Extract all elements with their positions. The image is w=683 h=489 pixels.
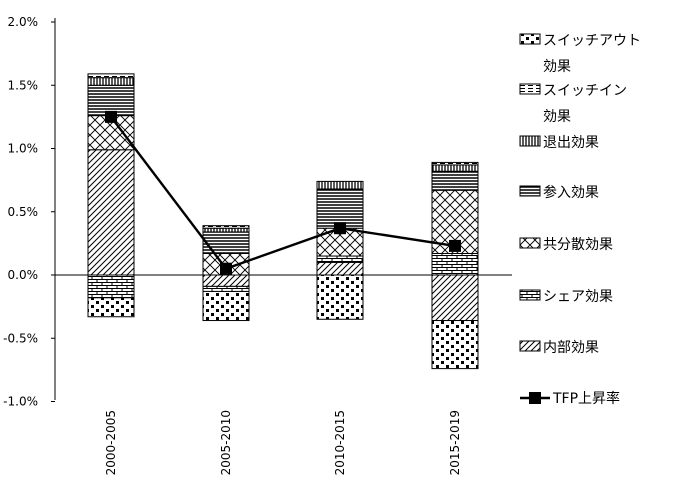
bar-segment (87, 77, 135, 86)
bar-segment (431, 161, 479, 166)
bar-segment (202, 290, 250, 322)
y-tick-label: -0.5% (3, 331, 38, 345)
legend-label-exit: 退出効果 (543, 135, 599, 151)
bar-segment (316, 188, 364, 229)
tfp-marker (334, 222, 346, 235)
tfp-marker (105, 110, 117, 123)
tfp-line-group (105, 110, 461, 275)
legend: スイッチアウト効果スイッチイン効果退出効果参入効果共分散効果シェア効果内部効果T… (519, 33, 641, 407)
x-category-label: 2005-2010 (219, 410, 233, 475)
bar-segment (316, 255, 364, 263)
legend-label-switch_out: 効果 (543, 59, 571, 75)
bar-segment (431, 170, 479, 191)
bar-segment (431, 274, 479, 322)
bar-segment (87, 84, 135, 117)
legend-label-cov: 共分散効果 (543, 237, 613, 253)
y-tick-label: 1.5% (8, 78, 39, 92)
legend-swatch-share (519, 289, 541, 301)
bar-segment (202, 225, 250, 229)
y-tick-label: 2.0% (8, 15, 39, 29)
legend-label-tfp: TFP上昇率 (552, 390, 620, 407)
bar-segment (87, 149, 135, 276)
legend-swatch-within (519, 340, 541, 352)
bar-segment (316, 274, 364, 320)
legend-swatch-exit (519, 135, 541, 147)
legend-label-entry: 参入効果 (543, 184, 599, 201)
bar-segment (431, 164, 479, 172)
bars-group (87, 73, 479, 370)
legend-swatch-switch_in (519, 83, 541, 95)
legend-swatch-switch_out (519, 33, 541, 45)
axes: -1.0% -0.5% 0.0% 0.5% 1.0% 1.5% 2.0% 2000-2005 2… (3, 15, 512, 475)
tfp-marker (220, 262, 232, 275)
x-category-label: 2010-2015 (333, 410, 347, 475)
y-tick-label: 0.0% (8, 268, 39, 282)
bar-segment (202, 274, 250, 287)
y-tick-label: 1.0% (8, 142, 39, 156)
legend-label-switch_out: スイッチアウト (543, 33, 641, 49)
bar-segment (431, 320, 479, 370)
bar-segment (87, 73, 135, 79)
bar-segment (87, 297, 135, 318)
bar-segment (431, 252, 479, 276)
legend-label-switch_in: 効果 (543, 109, 571, 125)
y-tick-label: 0.5% (8, 205, 39, 219)
bar-segment (202, 231, 250, 254)
legend-label-within: 内部効果 (543, 340, 599, 356)
legend-swatch-cov (519, 237, 541, 249)
tfp-marker (449, 239, 461, 252)
x-category-label: 2015-2019 (448, 410, 462, 475)
legend-swatch-entry (519, 185, 541, 197)
legend-label-share: シェア効果 (543, 289, 613, 305)
y-tick-label: -1.0% (3, 395, 38, 409)
legend-marker-tfp (529, 392, 541, 404)
legend-label-switch_in: スイッチイン (543, 83, 627, 99)
tfp-line (110, 116, 456, 271)
x-category-label: 2000-2005 (104, 410, 118, 475)
bar-segment (316, 261, 364, 276)
bar-segment (316, 180, 364, 190)
bar-segment (202, 285, 250, 292)
bar-segment (87, 274, 135, 299)
bar-segment (202, 227, 250, 233)
